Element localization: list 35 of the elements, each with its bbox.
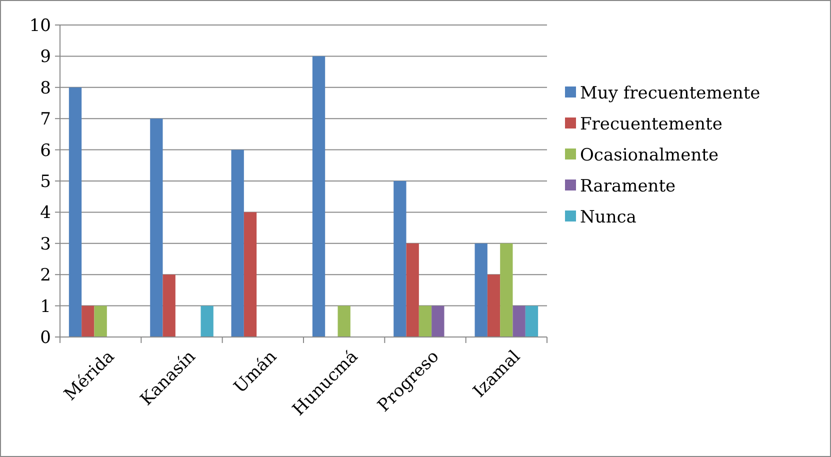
bar [487, 274, 500, 337]
bar [474, 243, 488, 337]
legend-label: Ocasionalmente [580, 145, 719, 166]
bar [312, 56, 326, 337]
y-tick-label: 4 [40, 203, 51, 224]
bar [394, 181, 406, 337]
legend-label: Muy frecuentemente [580, 83, 760, 104]
y-tick-label: 6 [40, 140, 51, 161]
bar [406, 243, 419, 337]
y-tick-label: 7 [40, 110, 51, 130]
bar [500, 243, 513, 337]
bar [82, 306, 94, 337]
bar [432, 306, 444, 337]
legend-label: Frecuentemente [580, 114, 722, 134]
bar [244, 212, 257, 337]
bar [512, 306, 526, 337]
y-tick-label: 9 [40, 47, 51, 68]
bar [150, 118, 163, 337]
y-tick-label: 5 [40, 172, 51, 192]
y-tick-label: 1 [40, 296, 51, 317]
bar [94, 306, 107, 337]
bar [418, 306, 432, 337]
bar [200, 306, 214, 337]
bar [338, 306, 350, 337]
bar [162, 274, 176, 337]
bar [525, 306, 538, 337]
y-tick-label: 0 [40, 328, 51, 348]
y-tick-label: 8 [40, 78, 51, 98]
legend-label: Raramente [580, 176, 676, 196]
y-tick-label: 2 [40, 266, 51, 286]
legend-label: Nunca [580, 207, 636, 228]
bar [68, 87, 82, 337]
y-tick-label: 10 [29, 16, 51, 36]
bar [231, 150, 244, 337]
y-tick-label: 3 [40, 234, 51, 254]
